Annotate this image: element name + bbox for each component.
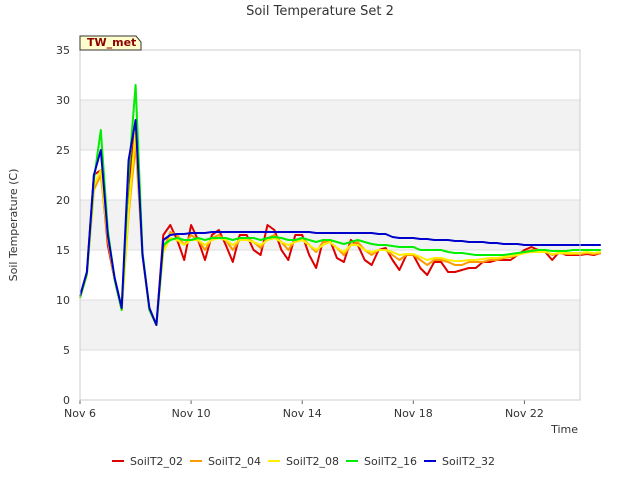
plot-frame (79, 49, 581, 401)
x-tick-label: Nov 10 (172, 407, 211, 420)
series-line-soilt2-16 (79, 84, 601, 326)
legend-label: SoilT2_16 (364, 455, 417, 468)
series-line-soilt2-02 (79, 124, 602, 326)
x-tick-label: Nov 6 (64, 407, 96, 420)
legend-item-soilt2-02: SoilT2_02 (112, 455, 183, 468)
x-tick-label: Nov 14 (283, 407, 322, 420)
plot-background (80, 50, 580, 400)
y-axis-label: Soil Temperature (C) (7, 169, 20, 282)
legend-item-soilt2-04: SoilT2_04 (190, 455, 261, 468)
y-tick-label: 10 (56, 294, 70, 307)
plot-band (80, 300, 580, 350)
y-tick-label: 30 (56, 94, 70, 107)
badge-box (79, 35, 142, 51)
y-tick-label: 35 (56, 44, 70, 57)
legend-label: SoilT2_02 (130, 455, 183, 468)
y-tick-labels: 0 5 10 15 20 25 30 35 (56, 44, 70, 407)
y-tick-label: 15 (56, 244, 70, 257)
y-tick-label: 20 (56, 194, 70, 207)
badge-label: TW_met (87, 36, 136, 49)
legend-item-soilt2-16: SoilT2_16 (346, 455, 417, 468)
y-tick-label: 5 (63, 344, 70, 357)
legend-item-soilt2-08: SoilT2_08 (268, 455, 339, 468)
axes (79, 49, 581, 404)
legend-item-soilt2-32: SoilT2_32 (424, 455, 495, 468)
chart-title: Soil Temperature Set 2 (246, 4, 394, 19)
y-tick-label: 0 (63, 394, 70, 407)
series-lines (79, 84, 602, 326)
series-line-soilt2-32 (79, 119, 601, 326)
legend-label: SoilT2_08 (286, 455, 339, 468)
x-tick-label: Nov 18 (394, 407, 433, 420)
plot-band (80, 100, 580, 150)
x-axis-label: Time (550, 423, 578, 436)
station-badge: TW_met (79, 35, 142, 51)
x-tick-labels: Nov 6 Nov 10 Nov 14 Nov 18 Nov 22 (64, 407, 544, 420)
y-tick-label: 25 (56, 144, 70, 157)
legend: SoilT2_02 SoilT2_04 SoilT2_08 SoilT2_16 Soil… (112, 455, 495, 468)
series-line-soilt2-08 (79, 129, 601, 326)
x-tick-label: Nov 22 (505, 407, 544, 420)
legend-label: SoilT2_04 (208, 455, 261, 468)
legend-label: SoilT2_32 (442, 455, 495, 468)
